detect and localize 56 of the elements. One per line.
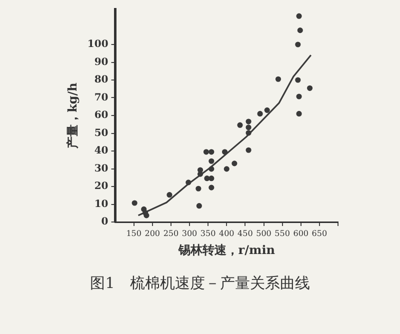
point xyxy=(296,94,302,100)
point xyxy=(186,180,192,186)
x-tick-label: 400 xyxy=(218,228,234,238)
point xyxy=(246,130,252,136)
x-tick-label: 450 xyxy=(238,228,253,238)
point xyxy=(208,158,214,164)
point xyxy=(203,149,210,155)
point xyxy=(295,42,301,48)
point xyxy=(295,77,301,83)
point xyxy=(208,166,214,172)
point xyxy=(204,176,210,182)
x-tick-label: 150 xyxy=(126,228,142,238)
point xyxy=(264,107,270,113)
y-tick-label: 80 xyxy=(94,74,108,86)
x-tick-label: 500 xyxy=(256,228,272,238)
point xyxy=(297,28,303,34)
point xyxy=(275,76,282,82)
point xyxy=(224,166,230,172)
x-tick-label: 550 xyxy=(274,228,290,238)
x-axis-title: 锡林转速，r/min xyxy=(177,242,276,257)
y-tick-label: 40 xyxy=(94,146,108,157)
x-tick-label: 600 xyxy=(293,228,309,238)
point xyxy=(208,176,214,182)
x-tick-label: 250 xyxy=(163,228,179,238)
x-tick-label: 200 xyxy=(144,228,160,238)
point xyxy=(208,149,214,155)
point xyxy=(257,110,263,117)
x-tick-label: 300 xyxy=(182,228,198,238)
text: 图1 梳棉机速度－产量关系曲线 xyxy=(89,274,311,293)
point xyxy=(208,184,214,190)
point xyxy=(246,147,252,153)
y-tick-label: 30 xyxy=(94,163,108,174)
x-tick-label: 650 xyxy=(312,228,328,238)
y-tick-label: 50 xyxy=(94,128,108,139)
point xyxy=(132,200,138,206)
point xyxy=(246,118,252,124)
point xyxy=(196,203,202,209)
point xyxy=(196,186,202,192)
point xyxy=(246,124,252,130)
y-tick-label: 60 xyxy=(94,110,108,122)
point xyxy=(237,122,243,128)
y-tick-label: 0 xyxy=(101,216,108,228)
point xyxy=(144,212,150,218)
point xyxy=(296,110,302,117)
point xyxy=(306,85,313,91)
point xyxy=(232,160,238,166)
point xyxy=(222,149,228,155)
point xyxy=(296,13,302,19)
y-tick-label: 10 xyxy=(94,198,108,210)
y-tick-label: 20 xyxy=(94,181,108,192)
y-axis-title: 产量，kg/h xyxy=(65,82,80,150)
y-tick-label: 90 xyxy=(94,56,108,68)
y-tick-label: 100 xyxy=(87,39,108,50)
x-tick-label: 350 xyxy=(200,228,216,238)
point xyxy=(166,192,172,198)
y-tick-label: 70 xyxy=(94,92,108,104)
